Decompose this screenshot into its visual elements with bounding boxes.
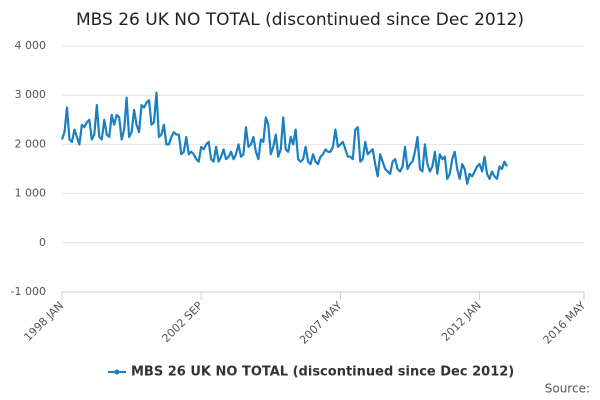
- y-tick-label: 1 000: [15, 187, 47, 200]
- x-tick-label: 2007 MAY: [297, 299, 345, 347]
- source: Source:: [545, 382, 590, 396]
- legend-label: MBS 26 UK NO TOTAL (discontinued since D…: [131, 365, 514, 380]
- y-tick-label: 0: [39, 236, 46, 249]
- y-tick-label: 4 000: [15, 39, 47, 52]
- y-tick-label: -1 000: [11, 285, 46, 298]
- y-tick-label: 3 000: [15, 88, 47, 101]
- x-tick-label: 2012 JAN: [439, 299, 484, 344]
- x-tick-label: 2002 SEP: [159, 299, 205, 345]
- legend-marker: [114, 369, 120, 375]
- chart-title: MBS 26 UK NO TOTAL (discontinued since D…: [76, 10, 524, 30]
- x-tick-label: 2016 MAY: [541, 299, 589, 347]
- y-tick-label: 2 000: [15, 137, 47, 150]
- series-line: [60, 91, 508, 185]
- x-tick-label: 1998 JAN: [21, 299, 66, 344]
